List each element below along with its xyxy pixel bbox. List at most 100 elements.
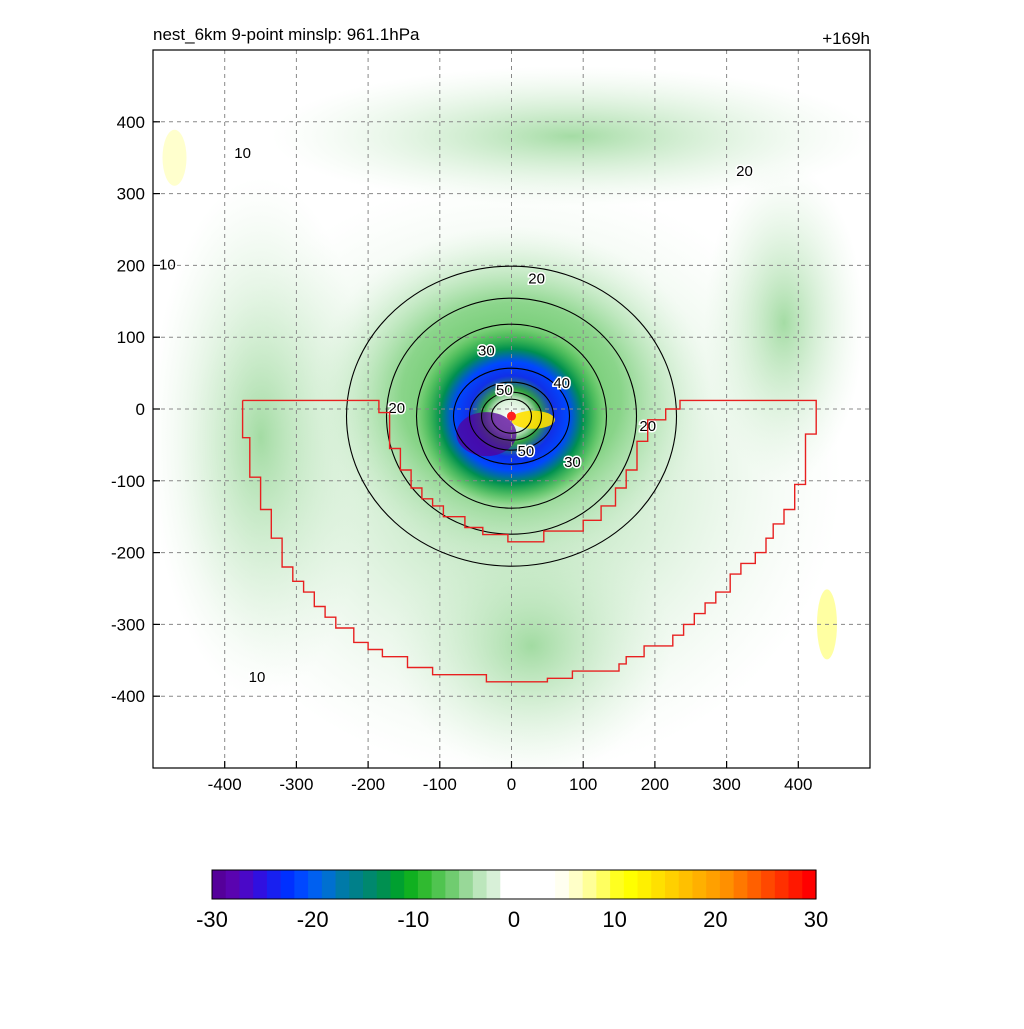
colorbar: -30 -20 -10 0 10 20 30: [196, 869, 828, 932]
boundary-outline: [241, 399, 817, 683]
colorbar-swatch: [582, 870, 597, 899]
colorbar-swatch: [239, 870, 254, 899]
x-axis: -400 -300 -200 -100 0 100 200 300 400: [208, 761, 812, 794]
contour-ring: [385, 297, 638, 535]
contour-label: 20: [388, 400, 405, 417]
colorbar-swatch: [651, 870, 666, 899]
colorbar-swatch: [321, 870, 337, 899]
colorbar-tick-label: -30: [196, 907, 228, 932]
colorbar-tick-label: -20: [297, 907, 329, 932]
colorbar-swatch: [308, 870, 323, 899]
spiral-band-south: [391, 515, 672, 768]
colorbar-swatch: [500, 870, 515, 899]
x-tick-label: -100: [423, 775, 457, 794]
colorbar-swatch: [349, 870, 364, 899]
y-tick-label: 400: [117, 113, 145, 132]
x-tick-label: -400: [208, 775, 242, 794]
colorbar-swatch: [225, 870, 241, 899]
contour-label: 10: [249, 669, 266, 686]
y-tick-label: 100: [117, 328, 145, 347]
colorbar-swatch: [692, 870, 707, 899]
colorbar-swatch: [266, 870, 282, 899]
contour-label: 10: [159, 256, 176, 273]
colorbar-swatch: [253, 870, 268, 899]
colorbar-swatch: [472, 870, 488, 899]
y-tick-label: -100: [111, 472, 145, 491]
y-tick-label: 0: [136, 400, 145, 419]
colorbar-swatch: [459, 870, 474, 899]
colorbar-swatch: [390, 870, 405, 899]
contour-ring: [468, 381, 555, 451]
contour-ring: [345, 265, 678, 567]
colorbar-swatch: [486, 870, 501, 899]
contour-label: 10: [234, 145, 251, 162]
contour-label: 50: [496, 382, 513, 399]
contour-ring: [490, 398, 533, 434]
colorbar-swatch: [568, 870, 584, 899]
colorbar-swatch: [376, 870, 392, 899]
colorbar-swatch: [363, 870, 378, 899]
x-tick-label: 0: [507, 775, 516, 794]
colorbar-swatch: [514, 870, 529, 899]
boundary-line: [241, 399, 817, 683]
colorbar-swatch: [623, 870, 639, 899]
contour-ring: [415, 323, 608, 509]
colorbar-swatch: [431, 870, 446, 899]
contour-ring: [452, 367, 571, 465]
colorbar-swatch: [610, 870, 625, 899]
colorbar-tick-label: -10: [397, 907, 429, 932]
colorbar-swatch: [335, 870, 350, 899]
storm-center-marker: [507, 411, 516, 421]
chart-title: nest_6km 9-point minslp: 961.1hPa: [153, 25, 420, 44]
x-tick-label: 300: [712, 775, 740, 794]
colorbar-swatch: [280, 870, 295, 899]
colorbar-swatch: [719, 870, 735, 899]
eyewall-yellow-patch: [511, 410, 556, 429]
colorbar-swatch: [706, 870, 721, 899]
colorbar-swatch: [555, 870, 570, 899]
colorbar-swatch: [527, 870, 543, 899]
ring-band-east: [703, 162, 864, 483]
colorbar-swatch: [596, 870, 611, 899]
colorbar-swatch: [678, 870, 694, 899]
contour-label: 20: [736, 163, 753, 180]
x-tick-label: 200: [641, 775, 669, 794]
colorbar-frame: [211, 869, 817, 900]
colorbar-tick-label: 10: [602, 907, 626, 932]
colorbar-swatch: [761, 870, 776, 899]
contour-ring: [480, 391, 543, 441]
colorbar-swatch: [541, 870, 556, 899]
forecast-hour-label: +169h: [822, 29, 870, 48]
colorbar-swatch: [445, 870, 460, 899]
colorbar-swatch: [294, 870, 309, 899]
x-tick-label: -300: [279, 775, 313, 794]
contour-label: 30: [564, 454, 581, 471]
colorbar-swatch: [774, 870, 790, 899]
colorbar-swatch: [212, 870, 227, 899]
colorbar-swatch: [665, 870, 680, 899]
x-tick-label: 400: [784, 775, 812, 794]
y-tick-label: 200: [117, 256, 145, 275]
x-tick-label: -200: [351, 775, 385, 794]
colorbar-swatch: [802, 870, 817, 899]
storm-center-dot: [507, 411, 516, 421]
y-tick-label: -200: [111, 544, 145, 563]
colorbar-swatch: [404, 870, 419, 899]
colorbar-swatch: [747, 870, 762, 899]
contour-label: 40: [553, 375, 570, 392]
colorbar-tick-label: 0: [508, 907, 520, 932]
y-tick-label: 300: [117, 185, 145, 204]
colorbar-swatch: [417, 870, 433, 899]
ring-band-north: [271, 66, 870, 207]
colorbar-swatch: [788, 870, 803, 899]
x-tick-label: 100: [569, 775, 597, 794]
contour-label: 50: [517, 443, 534, 460]
y-axis: 400 300 200 100 0 -100 -200 -300 -400: [111, 113, 160, 706]
eyewall-purple-patch: [456, 412, 517, 457]
contour-label: 30: [478, 343, 495, 360]
colorbar-tick-label: 20: [703, 907, 727, 932]
colorbar-swatch: [637, 870, 652, 899]
